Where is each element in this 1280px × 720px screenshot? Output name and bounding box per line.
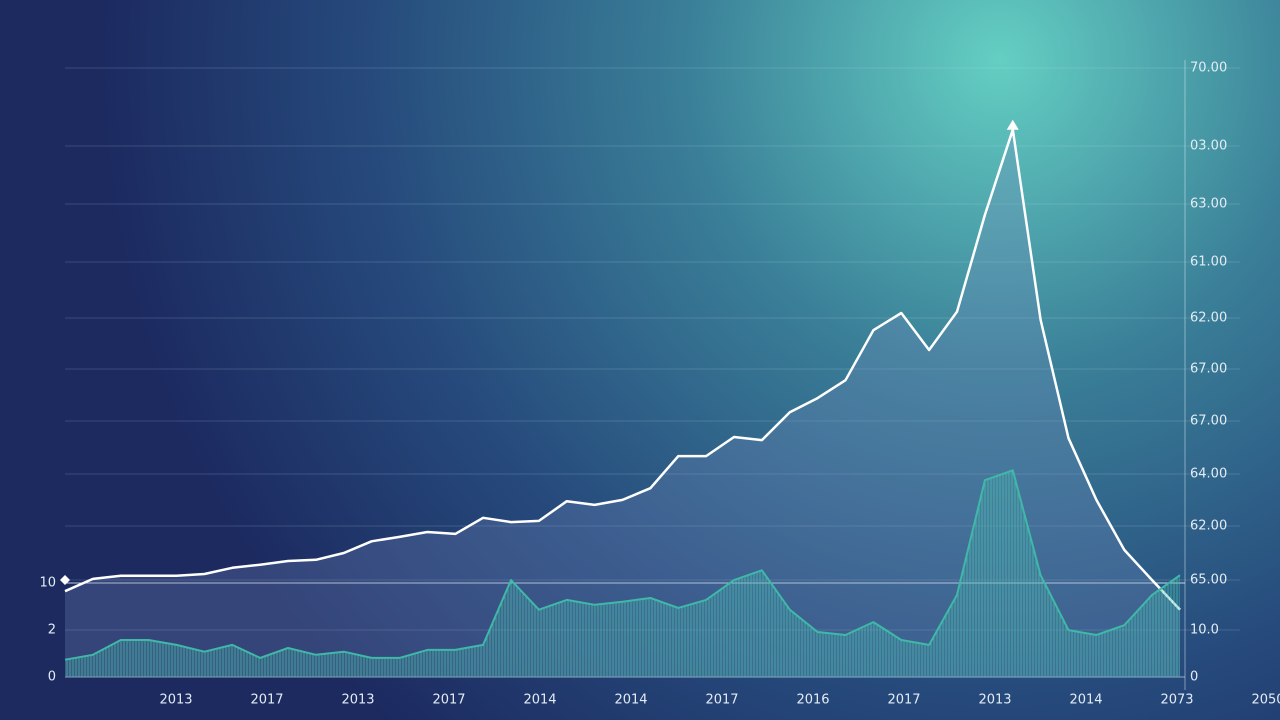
series-line bbox=[64, 469, 1181, 661]
x-tick-label: 2014 bbox=[1069, 693, 1102, 708]
series-area bbox=[65, 129, 1180, 677]
x-tick-label: 2073 bbox=[1160, 693, 1193, 708]
left-axis-label: 10 bbox=[39, 576, 56, 591]
right-axis-label: 67.00 bbox=[1190, 362, 1227, 377]
x-tick-label: 2017 bbox=[250, 693, 283, 708]
x-tick-label: 2013 bbox=[159, 693, 192, 708]
x-tick-label: 2017 bbox=[705, 693, 738, 708]
right-axis-label: 70.00 bbox=[1190, 61, 1227, 76]
right-axis-label: 62.00 bbox=[1190, 311, 1227, 326]
right-axis-label: 0 bbox=[1190, 670, 1198, 685]
right-axis-label: 10.0 bbox=[1190, 623, 1219, 638]
x-tick-label: 2014 bbox=[614, 693, 647, 708]
left-axis-label: 2 bbox=[48, 623, 56, 638]
marker-diamond bbox=[60, 575, 70, 585]
x-tick-label: 2014 bbox=[523, 693, 556, 708]
peak-marker bbox=[1006, 119, 1019, 130]
series-line bbox=[64, 128, 1181, 611]
x-tick-label: 2013 bbox=[341, 693, 374, 708]
x-tick-label: 2017 bbox=[887, 693, 920, 708]
right-axis-label: 62.00 bbox=[1190, 519, 1227, 534]
left-axis-label: 0 bbox=[48, 670, 56, 685]
right-axis-label: 63.00 bbox=[1190, 197, 1227, 212]
right-axis-label: 65.00 bbox=[1190, 573, 1227, 588]
right-axis-label: 61.00 bbox=[1190, 255, 1227, 270]
x-tick-label: 2016 bbox=[796, 693, 829, 708]
right-axis-label: 64.00 bbox=[1190, 467, 1227, 482]
right-axis-label: 03.00 bbox=[1190, 139, 1227, 154]
x-tick-label: 2013 bbox=[978, 693, 1011, 708]
x-tick-label: 2050 bbox=[1251, 693, 1280, 708]
series-area bbox=[65, 470, 1180, 677]
right-axis-label: 67.00 bbox=[1190, 414, 1227, 429]
x-tick-label: 2017 bbox=[432, 693, 465, 708]
